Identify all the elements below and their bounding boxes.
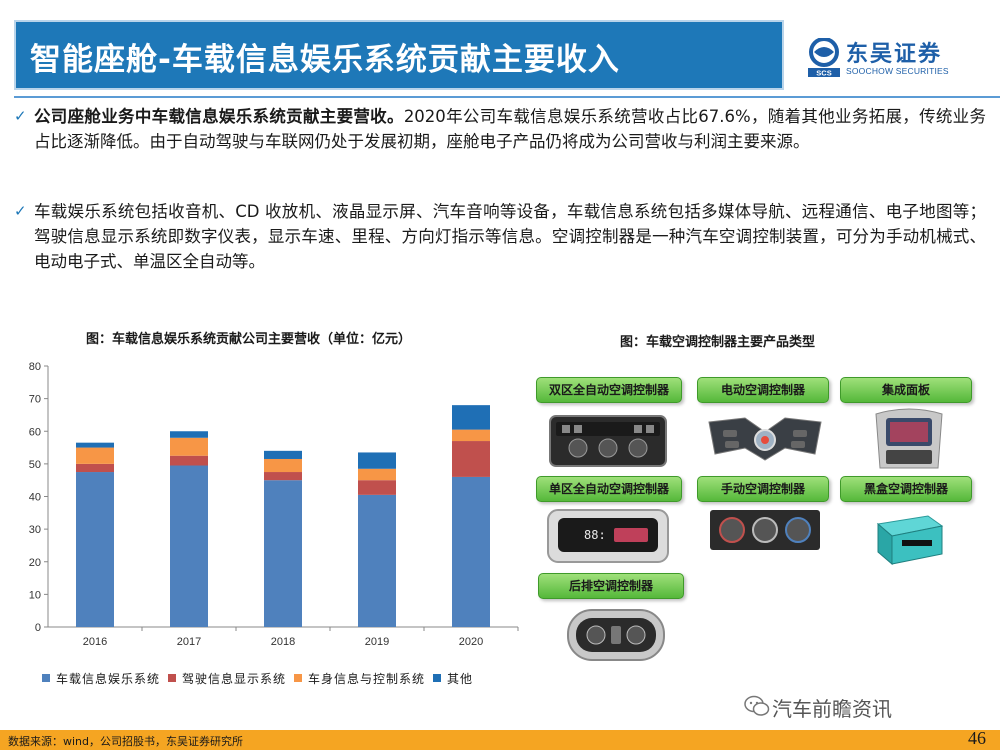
bar-segment — [264, 472, 302, 481]
bullet-body: 车载娱乐系统包括收音机、CD 收放机、液晶显示屏、汽车音响等设备，车载信息系统包… — [34, 202, 986, 271]
rear-controller-image — [567, 609, 665, 661]
logo-mark-text: SCS — [816, 69, 831, 78]
chart-title: 图：车载信息娱乐系统贡献公司主要营收（单位：亿元） — [86, 332, 412, 347]
checkmark-icon: ✓ — [14, 107, 27, 125]
logo-chinese-name: 东吴证券 — [846, 42, 943, 67]
footer-bar: 数据来源：wind，公司招股书，东吴证券研究所 46 — [0, 728, 1000, 750]
legend-item: 车身信息与控制系统 — [294, 670, 425, 687]
product-label-manual: 手动空调控制器 — [697, 476, 829, 502]
bar-segment — [452, 429, 490, 442]
bar-segment — [358, 468, 396, 481]
product-label-black-box: 黑盒空调控制器 — [840, 476, 972, 502]
revenue-stacked-bar-chart: 0 10 20 30 40 50 60 70 80 2016 2017 2018 2019 2020 — [29, 361, 519, 648]
scs-logo-icon: SCS — [808, 38, 840, 78]
product-label-integrated-panel: 集成面板 — [840, 377, 972, 403]
legend-label: 车载信息娱乐系统 — [56, 672, 161, 686]
bullet-systems: ✓ 车载娱乐系统包括收音机、CD 收放机、液晶显示屏、汽车音响等设备，车载信息系… — [14, 199, 986, 274]
chart-legend: 车载信息娱乐系统 驾驶信息显示系统 车身信息与控制系统 其他 — [42, 670, 481, 687]
bullet-revenue: ✓ 公司座舱业务中车载信息娱乐系统贡献主要营收。2020年公司车载信息娱乐系统营… — [14, 104, 986, 154]
y-tick-label: 40 — [29, 492, 41, 504]
y-tick-label: 50 — [29, 459, 41, 471]
bar-segment — [76, 463, 114, 473]
bar-segment — [358, 452, 396, 469]
bullet-text: 车载娱乐系统包括收音机、CD 收放机、液晶显示屏、汽车音响等设备，车载信息系统包… — [34, 199, 986, 274]
bullet-body: 2020年公司车载信息娱乐系统营收占比67.6%，随着其他业务拓展，传统业务占比… — [34, 107, 986, 151]
bar-segment — [76, 447, 114, 464]
bar-segment — [264, 450, 302, 459]
watermark-text: 汽车前瞻资讯 — [772, 697, 892, 721]
header-divider — [14, 96, 1000, 98]
legend-swatch — [42, 674, 50, 682]
manual-controller-image — [710, 510, 820, 550]
y-tick-label: 60 — [29, 426, 41, 438]
electric-controller-image — [708, 417, 822, 461]
x-tick-label: 2020 — [459, 636, 483, 648]
bar-segment — [264, 458, 302, 473]
y-tick-label: 0 — [35, 622, 41, 634]
product-label-single-zone: 单区全自动空调控制器 — [536, 476, 682, 502]
data-source: 数据来源：wind，公司招股书，东吴证券研究所 — [8, 735, 244, 748]
page-title: 智能座舱-车载信息娱乐系统贡献主要收入 — [30, 42, 620, 78]
bar-segment — [452, 476, 490, 627]
bar-segment — [170, 465, 208, 627]
bullet-bold-lead: 公司座舱业务中车载信息娱乐系统贡献主要营收。 — [34, 107, 404, 126]
company-logo: SCS 东吴证券 SOOCHOW SECURITIES — [806, 38, 986, 84]
product-label-electric: 电动空调控制器 — [697, 377, 829, 403]
integrated-panel-image — [875, 408, 943, 469]
legend-swatch — [168, 674, 177, 682]
bar-segment — [358, 480, 396, 495]
y-tick-label: 80 — [29, 361, 41, 373]
legend-label: 驾驶信息显示系统 — [182, 672, 287, 686]
y-tick-label: 20 — [29, 557, 41, 569]
bullet-text: 公司座舱业务中车载信息娱乐系统贡献主要营收。2020年公司车载信息娱乐系统营收占… — [34, 104, 986, 154]
legend-item: 其他 — [433, 670, 473, 687]
legend-swatch — [433, 674, 442, 682]
page-number: 46 — [968, 728, 986, 748]
dual-zone-controller-image — [549, 415, 667, 467]
x-tick-label: 2019 — [365, 636, 389, 648]
single-zone-controller-image: 88: — [547, 509, 669, 563]
svg-text:88:: 88: — [584, 528, 606, 542]
bar-segment — [452, 405, 490, 430]
product-types-title: 图：车载空调控制器主要产品类型 — [620, 335, 816, 350]
bar-segment — [264, 480, 302, 627]
x-tick-label: 2018 — [271, 636, 295, 648]
bar-segment — [76, 472, 114, 627]
product-label-rear: 后排空调控制器 — [538, 573, 684, 599]
y-tick-label: 30 — [29, 524, 41, 536]
bar-segment — [170, 437, 208, 456]
bar-segment — [452, 441, 490, 477]
bar-segment — [170, 455, 208, 466]
bar-segment — [76, 442, 114, 448]
legend-item: 驾驶信息显示系统 — [168, 670, 286, 687]
logo-english-name: SOOCHOW SECURITIES — [846, 66, 949, 76]
y-tick-label: 70 — [29, 394, 41, 406]
x-tick-label: 2016 — [83, 636, 107, 648]
title-bar: 智能座舱-车载信息娱乐系统贡献主要收入 — [14, 20, 784, 90]
x-tick-label: 2017 — [177, 636, 201, 648]
wechat-icon — [744, 695, 770, 716]
y-tick-label: 10 — [29, 589, 41, 601]
legend-item: 车载信息娱乐系统 — [42, 670, 160, 687]
legend-swatch — [294, 674, 303, 682]
checkmark-icon: ✓ — [14, 202, 27, 220]
bar-segment — [358, 494, 396, 627]
legend-label: 车身信息与控制系统 — [308, 672, 426, 686]
bar-segment — [170, 431, 208, 438]
product-label-dual-zone: 双区全自动空调控制器 — [536, 377, 682, 403]
legend-label: 其他 — [447, 672, 474, 686]
black-box-controller-image — [876, 515, 944, 566]
